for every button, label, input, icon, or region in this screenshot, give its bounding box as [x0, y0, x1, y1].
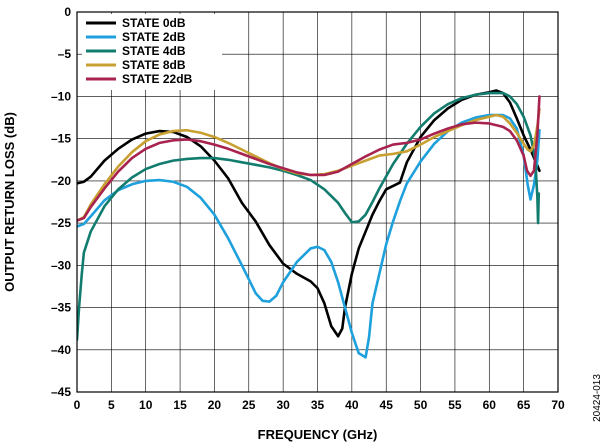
- x-tick-label: 20: [208, 398, 222, 412]
- y-tick-label: –10: [51, 89, 71, 103]
- y-tick-label: –20: [51, 174, 71, 188]
- x-tick-label: 10: [139, 398, 153, 412]
- series-line-2: [77, 91, 541, 341]
- x-tick-labels: 0 5 10 15 20 25 30 35 40 45 50 55 60 65 70: [74, 398, 565, 412]
- y-tick-label: –30: [51, 258, 71, 272]
- x-tick-label: 55: [448, 398, 462, 412]
- x-tick-label: 70: [551, 398, 565, 412]
- y-tick-labels: 0 –5 –10 –15 –20 –25 –30 –35 –40 –45: [51, 5, 71, 399]
- figure-id: 20424-013: [592, 374, 603, 422]
- x-tick-label: 0: [74, 398, 81, 412]
- y-tick-label: 0: [64, 5, 71, 19]
- x-tick-label: 25: [242, 398, 256, 412]
- x-axis-label: FREQUENCY (GHz): [258, 427, 378, 442]
- series-lines: [77, 89, 541, 359]
- x-tick-label: 65: [517, 398, 531, 412]
- x-tick-label: 45: [380, 398, 394, 412]
- legend-label: STATE 22dB: [122, 72, 193, 86]
- series-line-4: [77, 95, 541, 222]
- y-tick-label: –15: [51, 132, 71, 146]
- y-tick-label: –45: [51, 385, 71, 399]
- x-tick-label: 35: [311, 398, 325, 412]
- x-tick-label: 50: [414, 398, 428, 412]
- x-tick-label: 15: [173, 398, 187, 412]
- legend-label: STATE 2dB: [122, 30, 186, 44]
- y-tick-label: –40: [51, 343, 71, 357]
- x-tick-label: 30: [276, 398, 290, 412]
- y-axis-label: OUTPUT RETURN LOSS (dB): [2, 112, 17, 292]
- y-tick-label: –25: [51, 216, 71, 230]
- x-tick-label: 5: [108, 398, 115, 412]
- legend-label: STATE 0dB: [122, 16, 186, 30]
- legend-label: STATE 4dB: [122, 44, 186, 58]
- y-tick-label: –35: [51, 301, 71, 315]
- x-tick-label: 40: [345, 398, 359, 412]
- plot-frame: [76, 11, 559, 393]
- legend-label: STATE 8dB: [122, 58, 186, 72]
- y-tick-label: –5: [58, 47, 72, 61]
- x-tick-label: 60: [483, 398, 497, 412]
